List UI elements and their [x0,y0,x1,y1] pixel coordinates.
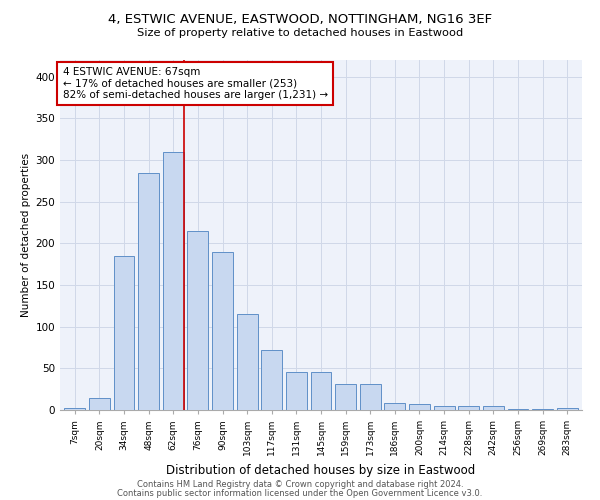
Text: 4, ESTWIC AVENUE, EASTWOOD, NOTTINGHAM, NG16 3EF: 4, ESTWIC AVENUE, EASTWOOD, NOTTINGHAM, … [108,12,492,26]
Text: Contains HM Land Registry data © Crown copyright and database right 2024.: Contains HM Land Registry data © Crown c… [137,480,463,489]
Bar [187,231,208,410]
Bar [311,372,331,410]
Bar [163,152,184,410]
Bar [458,406,479,410]
Text: 4 ESTWIC AVENUE: 67sqm
← 17% of detached houses are smaller (253)
82% of semi-de: 4 ESTWIC AVENUE: 67sqm ← 17% of detached… [62,67,328,100]
Bar [360,384,381,410]
Text: Contains public sector information licensed under the Open Government Licence v3: Contains public sector information licen… [118,488,482,498]
Y-axis label: Number of detached properties: Number of detached properties [21,153,31,317]
Bar [434,406,455,410]
Bar [286,372,307,410]
Bar [532,409,553,410]
Bar [385,402,406,410]
Bar [409,404,430,410]
Bar [508,409,529,410]
Bar [89,398,110,410]
Bar [557,408,578,410]
Bar [113,256,134,410]
X-axis label: Distribution of detached houses by size in Eastwood: Distribution of detached houses by size … [166,464,476,476]
Bar [236,314,257,410]
Text: Size of property relative to detached houses in Eastwood: Size of property relative to detached ho… [137,28,463,38]
Bar [64,408,85,410]
Bar [335,384,356,410]
Bar [138,172,159,410]
Bar [212,252,233,410]
Bar [261,350,282,410]
Bar [483,406,504,410]
